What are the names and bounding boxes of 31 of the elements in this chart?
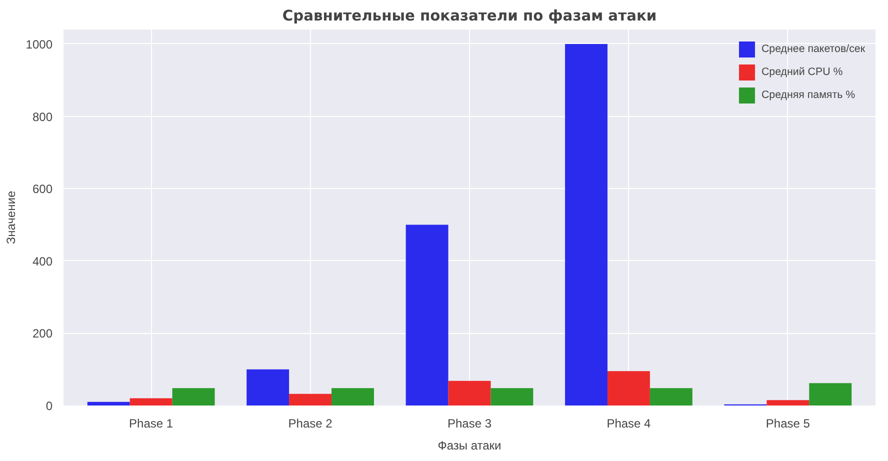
bar xyxy=(766,400,810,406)
y-tick-label: 800 xyxy=(32,110,53,124)
y-tick-label: 1000 xyxy=(26,37,53,52)
bar xyxy=(130,398,172,406)
x-tick-label: Phase 4 xyxy=(606,416,652,430)
y-tick-label: 400 xyxy=(32,254,53,268)
bar xyxy=(332,388,374,406)
bar xyxy=(406,224,448,406)
x-tick-label: Phase 2 xyxy=(288,416,333,430)
legend-label: Среднее пакетов/сек xyxy=(761,43,865,55)
bar xyxy=(490,388,534,406)
bar xyxy=(87,402,130,406)
bar xyxy=(607,371,650,406)
bar xyxy=(448,380,491,406)
y-tick-label: 600 xyxy=(32,182,53,196)
y-axis-title: Значение xyxy=(4,190,18,244)
x-axis-title: Фазы атаки xyxy=(438,438,502,452)
y-tick-label: 200 xyxy=(32,326,53,341)
legend-label: Средний CPU % xyxy=(761,66,843,78)
bar xyxy=(650,388,692,406)
y-tick-label: 0 xyxy=(46,399,53,413)
x-tick-label: Phase 5 xyxy=(766,416,810,430)
x-tick-label: Phase 1 xyxy=(129,416,174,430)
bar xyxy=(565,44,608,406)
bar xyxy=(246,369,290,406)
chart-title: Сравнительные показатели по фазам атаки xyxy=(282,8,657,24)
x-tick-label: Phase 3 xyxy=(447,416,492,430)
bar xyxy=(172,388,215,406)
legend-label: Средняя память % xyxy=(761,89,856,101)
bar xyxy=(809,383,852,406)
bar xyxy=(289,394,332,406)
